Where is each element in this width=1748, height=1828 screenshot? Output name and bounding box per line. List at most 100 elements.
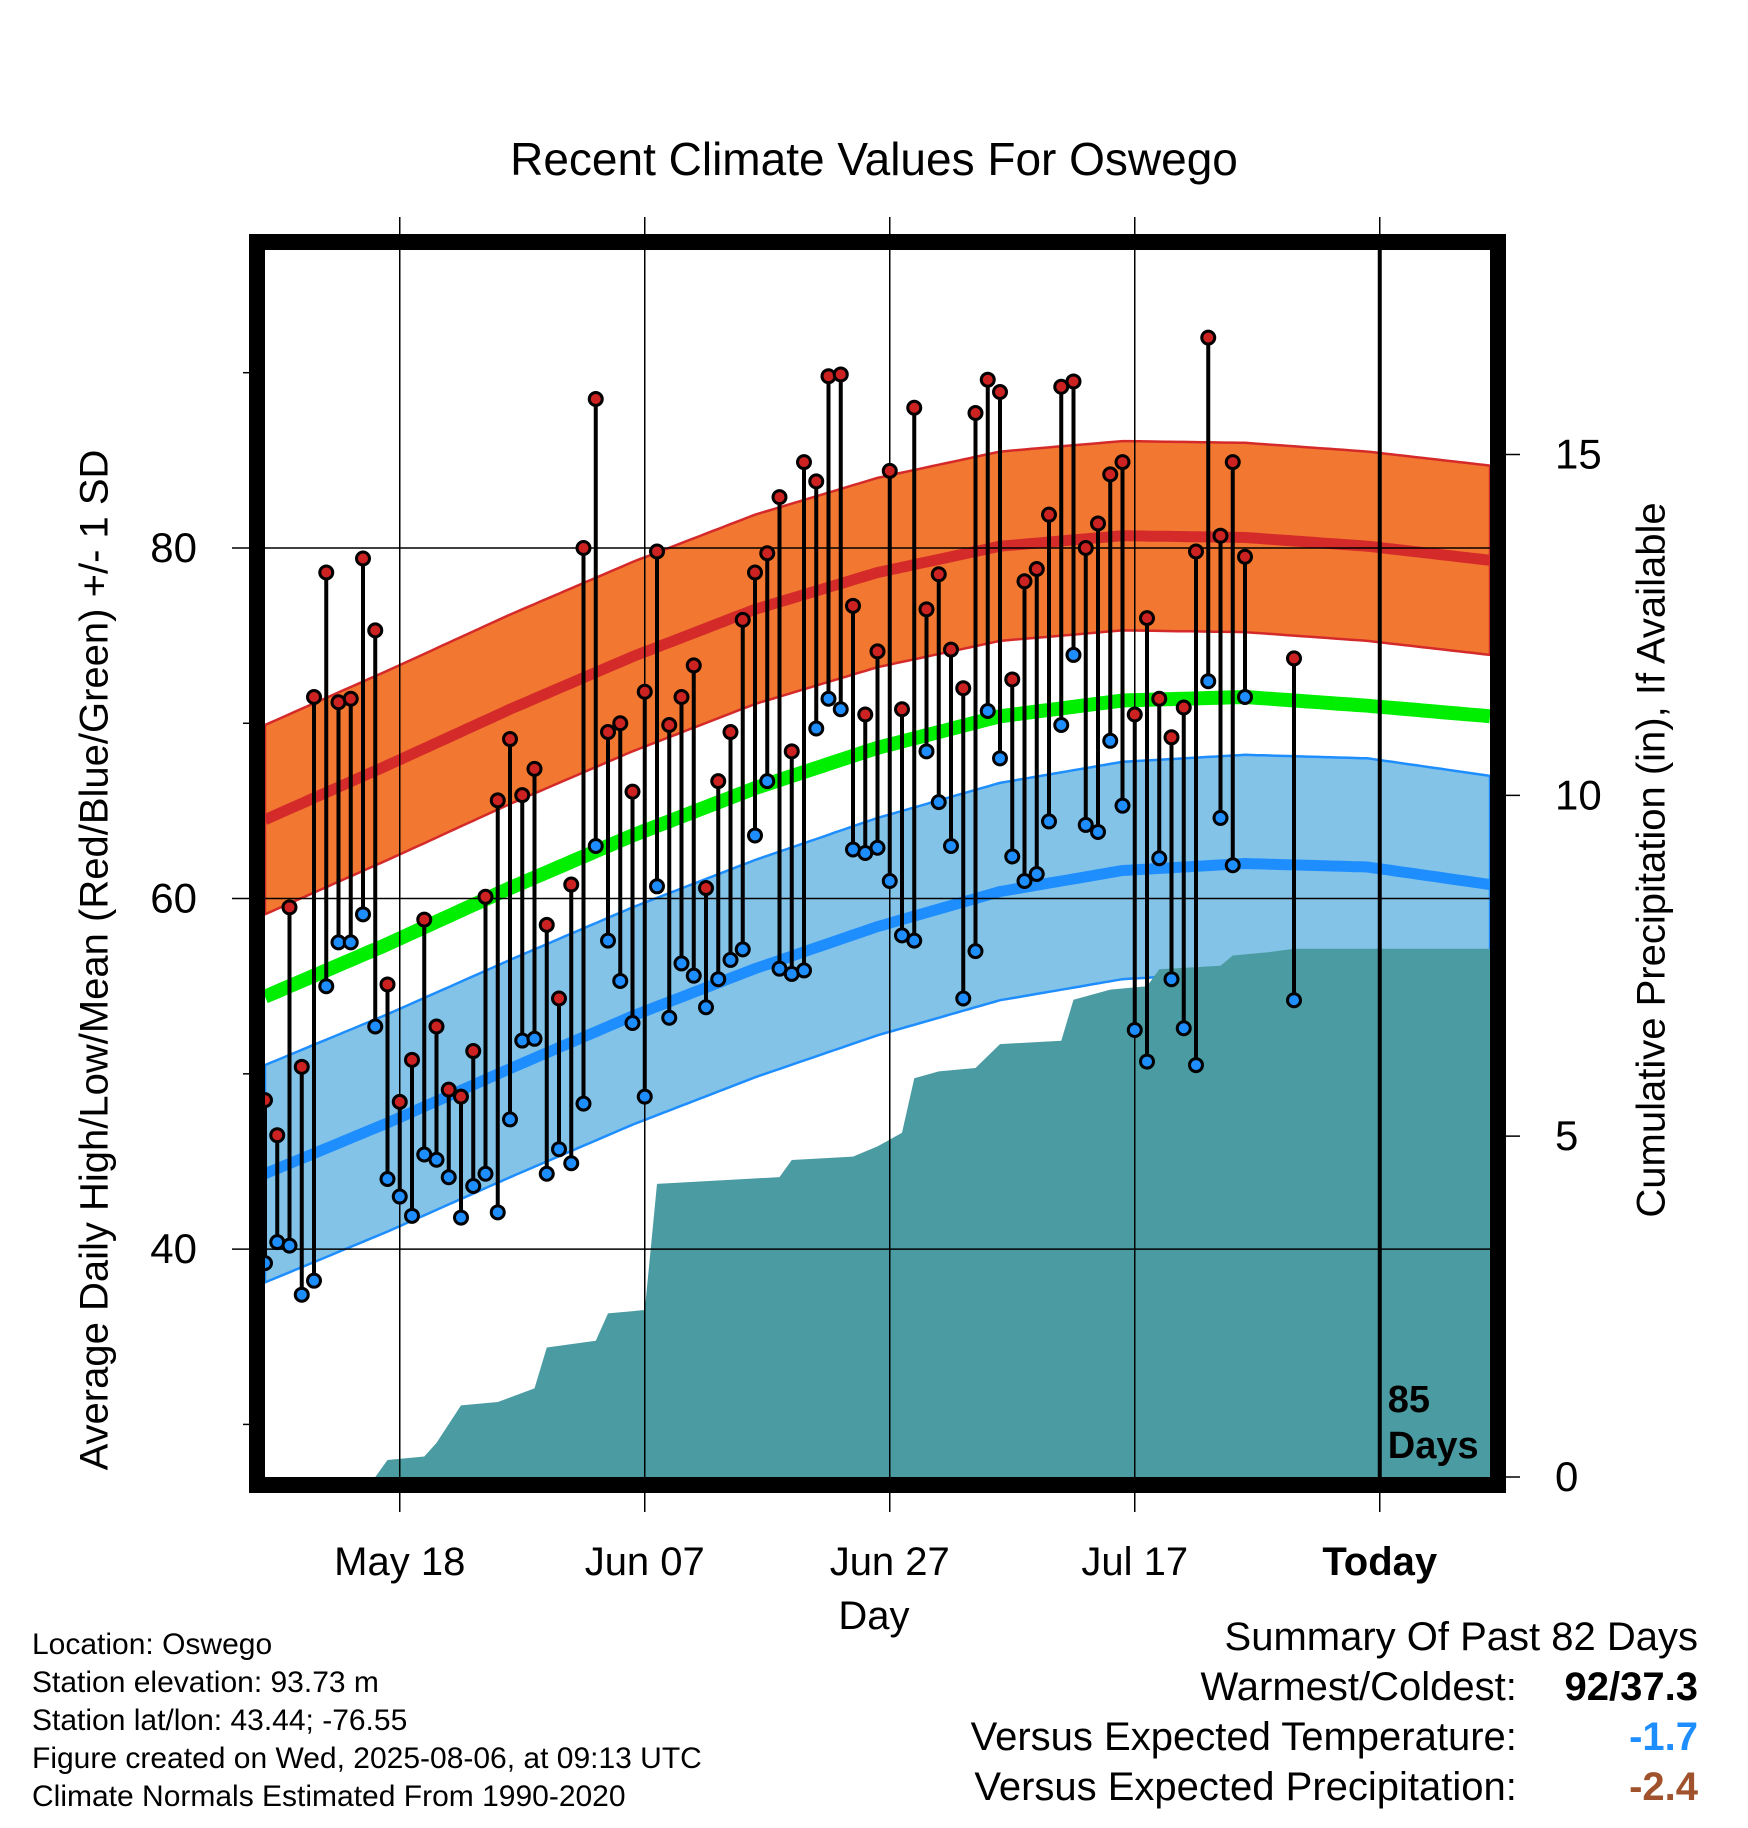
obs-low-point	[1090, 823, 1106, 840]
obs-high-point	[1151, 690, 1168, 707]
y-tick-label-precip: 10	[1555, 771, 1602, 818]
obs-low-point	[1016, 873, 1033, 890]
obs-low-point	[869, 839, 886, 856]
cumulative-precip-area	[265, 948, 1490, 1477]
y-tick-label-precip: 0	[1555, 1453, 1578, 1500]
summary-temp-value: -1.7	[1629, 1715, 1698, 1759]
meta-latlon: Station lat/lon: 43.44; -76.55	[32, 1704, 408, 1737]
obs-high-point	[783, 743, 800, 760]
obs-low-point	[379, 1171, 396, 1188]
summary-warm-cold-value: 92/37.3	[1564, 1665, 1698, 1709]
obs-low-point	[391, 1188, 408, 1205]
obs-low-point	[1163, 971, 1180, 988]
x-tick-label: Jul 17	[1081, 1540, 1188, 1584]
obs-low-point	[428, 1151, 445, 1168]
obs-high-point	[796, 454, 812, 471]
obs-low-point	[281, 1237, 298, 1254]
obs-high-point	[551, 990, 567, 1007]
obs-low-point	[453, 1209, 469, 1226]
normal-high-mean-line	[265, 530, 1490, 825]
obs-low-point	[587, 837, 604, 854]
obs-high-point	[1139, 610, 1155, 627]
obs-low-point	[722, 951, 739, 968]
obs-high-point	[1237, 548, 1253, 565]
obs-high-point	[992, 383, 1008, 400]
obs-high-point	[698, 880, 714, 897]
obs-high-point	[1224, 454, 1241, 471]
obs-low-point	[747, 827, 763, 844]
obs-high-point	[869, 643, 886, 660]
obs-low-point	[563, 1155, 580, 1172]
obs-low-point	[265, 1255, 273, 1272]
obs-low-point	[906, 932, 923, 949]
obs-high-point	[1004, 671, 1021, 688]
station-metadata: Location: Oswego Station elevation: 93.7…	[32, 1626, 702, 1816]
obs-low-point	[612, 972, 629, 989]
obs-high-point	[600, 724, 616, 741]
summary-precip-label: Versus Expected Precipitation:	[974, 1765, 1517, 1809]
obs-low-point	[1041, 813, 1057, 830]
obs-high-point	[1028, 561, 1045, 578]
obs-low-point	[477, 1165, 494, 1182]
obs-high-point	[857, 706, 874, 723]
obs-low-point	[1286, 992, 1302, 1009]
obs-low-point	[881, 873, 898, 890]
obs-high-point	[661, 717, 678, 734]
obs-high-point	[416, 911, 433, 928]
meta-created: Figure created on Wed, 2025-08-06, at 09…	[32, 1742, 702, 1775]
obs-low-point	[1175, 1020, 1192, 1037]
obs-high-point	[367, 622, 384, 639]
y-tick-label-temp: 40	[150, 1225, 197, 1272]
obs-high-point	[906, 399, 923, 416]
obs-high-point	[428, 1018, 445, 1035]
obs-low-point	[293, 1286, 310, 1303]
obs-high-point	[502, 731, 518, 748]
x-tick-label: Today	[1322, 1540, 1438, 1584]
obs-low-point	[1139, 1053, 1155, 1070]
obs-low-point	[759, 773, 776, 790]
obs-low-point	[600, 932, 616, 949]
obs-low-point	[538, 1165, 555, 1182]
x-axis-label: Day	[838, 1594, 910, 1638]
obs-high-point	[722, 724, 739, 741]
obs-high-point	[526, 760, 543, 777]
obs-high-point	[894, 701, 910, 718]
obs-low-point	[832, 701, 849, 718]
obs-low-point	[318, 978, 335, 995]
obs-low-point	[1077, 816, 1094, 833]
today-days-count: 85	[1388, 1379, 1430, 1421]
obs-low-point	[808, 720, 825, 737]
obs-high-point	[930, 566, 947, 583]
obs-low-point	[1004, 848, 1021, 865]
obs-high-point	[845, 597, 861, 614]
obs-high-point	[1077, 539, 1094, 556]
summary-precip-value: -2.4	[1629, 1765, 1698, 1809]
obs-high-point	[391, 1093, 408, 1110]
x-tick-label: Jun 27	[830, 1540, 950, 1584]
obs-low-point	[955, 990, 972, 1007]
obs-high-point	[1114, 454, 1131, 471]
obs-low-point	[1114, 797, 1131, 814]
obs-high-point	[673, 688, 690, 705]
obs-high-point	[918, 601, 935, 618]
obs-high-point	[1126, 706, 1143, 723]
obs-high-point	[685, 657, 702, 674]
obs-low-point	[979, 703, 996, 720]
obs-high-point	[477, 888, 494, 905]
obs-low-point	[1028, 866, 1045, 883]
obs-low-point	[1065, 646, 1082, 663]
obs-high-point	[1200, 329, 1217, 346]
obs-high-point	[1102, 466, 1119, 483]
summary-panel: Summary Of Past 82 Days Warmest/Coldest:…	[971, 1612, 1698, 1812]
obs-low-point	[710, 971, 727, 988]
obs-high-point	[1286, 650, 1302, 667]
obs-high-point	[404, 1051, 420, 1068]
obs-high-point	[293, 1058, 310, 1075]
obs-low-point	[1053, 717, 1070, 734]
obs-low-point	[440, 1169, 457, 1186]
obs-high-point	[759, 545, 776, 562]
obs-high-point	[265, 1092, 273, 1109]
obs-low-point	[1151, 850, 1168, 867]
obs-high-point	[306, 688, 322, 705]
plot-frame	[249, 234, 1506, 1493]
